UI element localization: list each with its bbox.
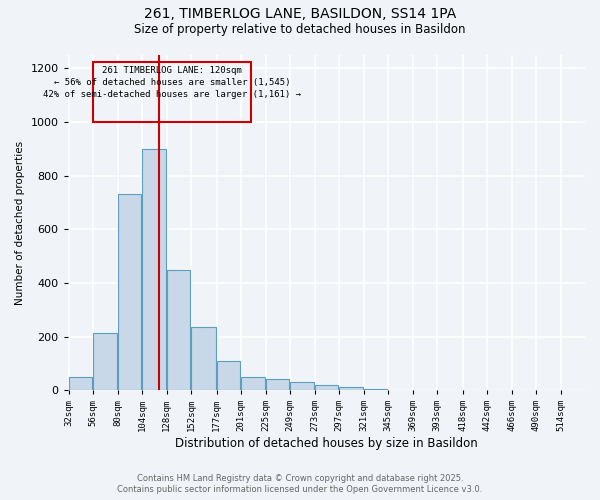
Bar <box>118 194 142 390</box>
Bar <box>217 360 241 390</box>
Bar <box>290 382 314 390</box>
Bar <box>167 270 190 390</box>
Y-axis label: Number of detached properties: Number of detached properties <box>15 140 25 304</box>
Bar <box>314 385 338 390</box>
Text: Size of property relative to detached houses in Basildon: Size of property relative to detached ho… <box>134 22 466 36</box>
Text: 261, TIMBERLOG LANE, BASILDON, SS14 1PA: 261, TIMBERLOG LANE, BASILDON, SS14 1PA <box>144 8 456 22</box>
Bar <box>142 149 166 390</box>
Bar <box>241 377 265 390</box>
Text: 261 TIMBERLOG LANE: 120sqm: 261 TIMBERLOG LANE: 120sqm <box>103 66 242 74</box>
Bar <box>364 389 387 390</box>
Bar <box>93 332 117 390</box>
Text: Contains HM Land Registry data © Crown copyright and database right 2025.
Contai: Contains HM Land Registry data © Crown c… <box>118 474 482 494</box>
Bar <box>69 377 92 390</box>
Bar <box>191 327 216 390</box>
X-axis label: Distribution of detached houses by size in Basildon: Distribution of detached houses by size … <box>175 437 478 450</box>
Bar <box>339 388 363 390</box>
Text: 42% of semi-detached houses are larger (1,161) →: 42% of semi-detached houses are larger (… <box>43 90 301 99</box>
Bar <box>266 380 289 390</box>
Text: ← 56% of detached houses are smaller (1,545): ← 56% of detached houses are smaller (1,… <box>54 78 290 87</box>
